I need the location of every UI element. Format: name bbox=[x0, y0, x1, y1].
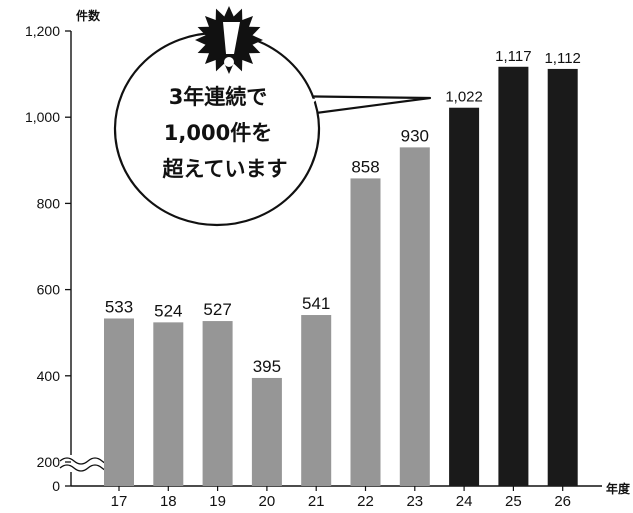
x-tick-label: 19 bbox=[209, 493, 226, 510]
callout: 3年連続で 1,000件を 超えています bbox=[113, 6, 432, 227]
y-tick-label: 200 bbox=[37, 454, 61, 470]
bar bbox=[153, 322, 184, 486]
bar bbox=[301, 315, 332, 486]
data-label: 1,022 bbox=[445, 89, 483, 106]
bar bbox=[104, 318, 134, 486]
y-tick-label: 800 bbox=[37, 195, 61, 211]
category-labels: 17 18 19 20 21 22 23 24 25 26 bbox=[111, 486, 571, 510]
y-tick-label: 0 bbox=[52, 478, 60, 494]
x-tick-label: 25 bbox=[505, 493, 522, 510]
y-tick-label: 1,200 bbox=[25, 23, 60, 39]
exclamation-burst-icon bbox=[195, 6, 263, 74]
x-tick-label: 20 bbox=[259, 493, 276, 510]
data-label: 858 bbox=[351, 157, 379, 176]
x-tick-label: 24 bbox=[456, 493, 473, 510]
data-label: 1,112 bbox=[544, 50, 580, 67]
x-tick-label: 21 bbox=[308, 493, 325, 510]
bar bbox=[449, 107, 480, 486]
data-label: 930 bbox=[401, 126, 429, 145]
data-label: 1,117 bbox=[495, 48, 531, 65]
callout-line-1: 3年連続で bbox=[169, 85, 268, 109]
bar bbox=[547, 68, 578, 486]
data-label: 524 bbox=[154, 301, 182, 320]
bar bbox=[350, 178, 381, 487]
y-tick-label: 400 bbox=[37, 368, 61, 384]
data-label: 527 bbox=[203, 300, 231, 319]
y-tick-label: 1,000 bbox=[25, 109, 60, 125]
callout-line-3: 超えています bbox=[163, 157, 288, 181]
x-tick-label: 17 bbox=[111, 493, 128, 510]
x-axis-title: 年度 bbox=[606, 481, 631, 496]
y-ticks: 0 200 400 600 800 1,000 1,200 bbox=[25, 23, 71, 494]
data-label: 541 bbox=[302, 294, 330, 313]
data-label: 533 bbox=[105, 297, 133, 316]
x-tick-label: 18 bbox=[160, 493, 177, 510]
bar bbox=[251, 377, 282, 486]
x-tick-label: 23 bbox=[406, 493, 423, 510]
x-tick-label: 26 bbox=[554, 493, 571, 510]
bar bbox=[498, 66, 529, 486]
y-axis-title: 件数 bbox=[76, 8, 101, 23]
bar bbox=[399, 147, 430, 486]
bar bbox=[202, 321, 233, 486]
callout-line-2: 1,000件を bbox=[164, 121, 272, 145]
y-tick-label: 600 bbox=[37, 282, 61, 298]
bars bbox=[104, 66, 578, 487]
value-labels: 533 524 527 395 541 858 930 1,022 1,117 1,112 bbox=[105, 48, 581, 376]
x-tick-label: 22 bbox=[357, 493, 374, 510]
data-label: 395 bbox=[253, 357, 281, 376]
